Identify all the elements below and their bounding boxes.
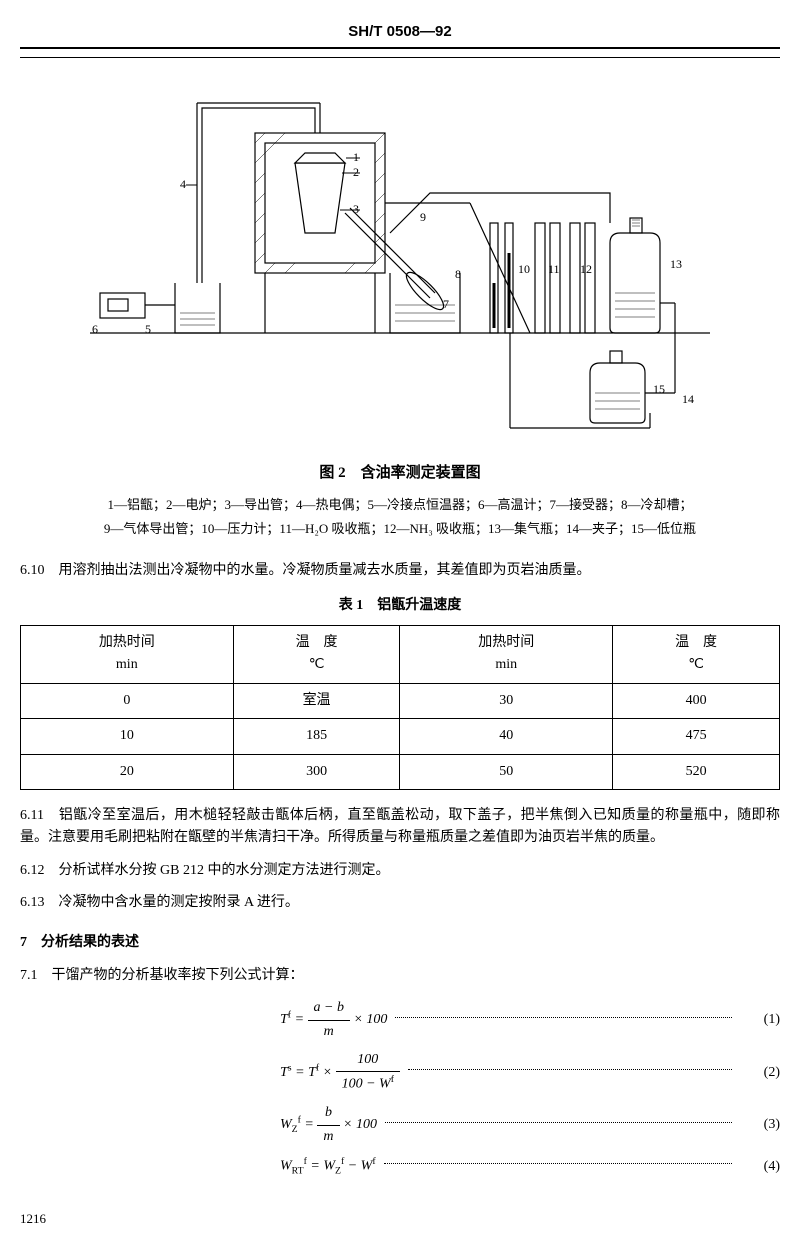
table-row: 0 室温 30 400 bbox=[21, 683, 780, 718]
cell: 520 bbox=[613, 754, 780, 789]
figure-title: 图 2 含油率测定装置图 bbox=[20, 461, 780, 485]
table-1-title: 表 1 铝甑升温速度 bbox=[20, 595, 780, 617]
svg-text:13: 13 bbox=[670, 257, 682, 271]
cell: 300 bbox=[233, 754, 400, 789]
svg-text:7: 7 bbox=[443, 297, 449, 311]
svg-text:2: 2 bbox=[353, 165, 359, 179]
legend-line-2: 9—气体导出管；10—压力计；11—H₂O 吸收瓶；12—NH₃ 吸收瓶；13—… bbox=[104, 521, 696, 536]
svg-text:12: 12 bbox=[580, 262, 592, 276]
header-rule bbox=[20, 57, 780, 58]
col-header: 加热时间min bbox=[21, 625, 234, 683]
svg-text:3: 3 bbox=[353, 202, 359, 216]
section-6-12: 6.12 分析试样水分按 GB 212 中的水分测定方法进行测定。 bbox=[20, 860, 780, 882]
cell: 室温 bbox=[233, 683, 400, 718]
col-header: 加热时间min bbox=[400, 625, 613, 683]
eq-number: (3) bbox=[740, 1114, 780, 1136]
cell: 400 bbox=[613, 683, 780, 718]
cell: 30 bbox=[400, 683, 613, 718]
svg-text:6: 6 bbox=[92, 322, 98, 336]
svg-text:10: 10 bbox=[518, 262, 530, 276]
page-number: 1216 bbox=[20, 1209, 780, 1230]
svg-text:11: 11 bbox=[548, 262, 560, 276]
section-6-10: 6.10 用溶剂抽出法测出冷凝物中的水量。冷凝物质量减去水质量，其差值即为页岩油… bbox=[20, 560, 780, 582]
cell: 40 bbox=[400, 719, 613, 754]
doc-header: SH/T 0508—92 bbox=[20, 20, 780, 49]
table-row: 20 300 50 520 bbox=[21, 754, 780, 789]
section-7-1: 7.1 干馏产物的分析基收率按下列公式计算： bbox=[20, 965, 780, 987]
svg-text:5: 5 bbox=[145, 322, 151, 336]
svg-text:1: 1 bbox=[353, 150, 359, 164]
svg-text:14: 14 bbox=[682, 392, 694, 406]
cell: 20 bbox=[21, 754, 234, 789]
svg-text:15: 15 bbox=[653, 382, 665, 396]
eq-number: (2) bbox=[740, 1062, 780, 1084]
equation-3: WZf = bm × 100 (3) bbox=[20, 1102, 780, 1148]
table-1: 加热时间min 温 度℃ 加热时间min 温 度℃ 0 室温 30 400 10… bbox=[20, 625, 780, 790]
col-header: 温 度℃ bbox=[613, 625, 780, 683]
cell: 185 bbox=[233, 719, 400, 754]
cell: 10 bbox=[21, 719, 234, 754]
section-7-heading: 7 分析结果的表述 bbox=[20, 932, 780, 954]
section-6-11: 6.11 铝甑冷至室温后，用木槌轻轻敲击甑体后柄，直至甑盖松动，取下盖子，把半焦… bbox=[20, 805, 780, 850]
table-row: 10 185 40 475 bbox=[21, 719, 780, 754]
col-header: 温 度℃ bbox=[233, 625, 400, 683]
legend-line-1: 1—铝甑；2—电炉；3—导出管；4—热电偶；5—冷接点恒温器；6—高温计；7—接… bbox=[107, 497, 692, 512]
svg-text:9: 9 bbox=[420, 210, 426, 224]
apparatus-diagram: 1 2 3 4 5 6 7 8 9 10 11 12 13 14 15 bbox=[90, 73, 710, 433]
cell: 475 bbox=[613, 719, 780, 754]
svg-text:8: 8 bbox=[455, 267, 461, 281]
figure-2-container: 1 2 3 4 5 6 7 8 9 10 11 12 13 14 15 bbox=[90, 73, 710, 441]
equation-1: Tf = a − bm × 100 (1) bbox=[20, 997, 780, 1043]
table-row: 加热时间min 温 度℃ 加热时间min 温 度℃ bbox=[21, 625, 780, 683]
section-6-13: 6.13 冷凝物中含水量的测定按附录 A 进行。 bbox=[20, 892, 780, 914]
svg-text:4: 4 bbox=[180, 177, 186, 191]
cell: 0 bbox=[21, 683, 234, 718]
eq-number: (1) bbox=[740, 1009, 780, 1031]
cell: 50 bbox=[400, 754, 613, 789]
equation-2: Ts = Tf × 100100 − Wf (2) bbox=[20, 1049, 780, 1096]
figure-legend: 1—铝甑；2—电炉；3—导出管；4—热电偶；5—冷接点恒温器；6—高温计；7—接… bbox=[20, 493, 780, 540]
